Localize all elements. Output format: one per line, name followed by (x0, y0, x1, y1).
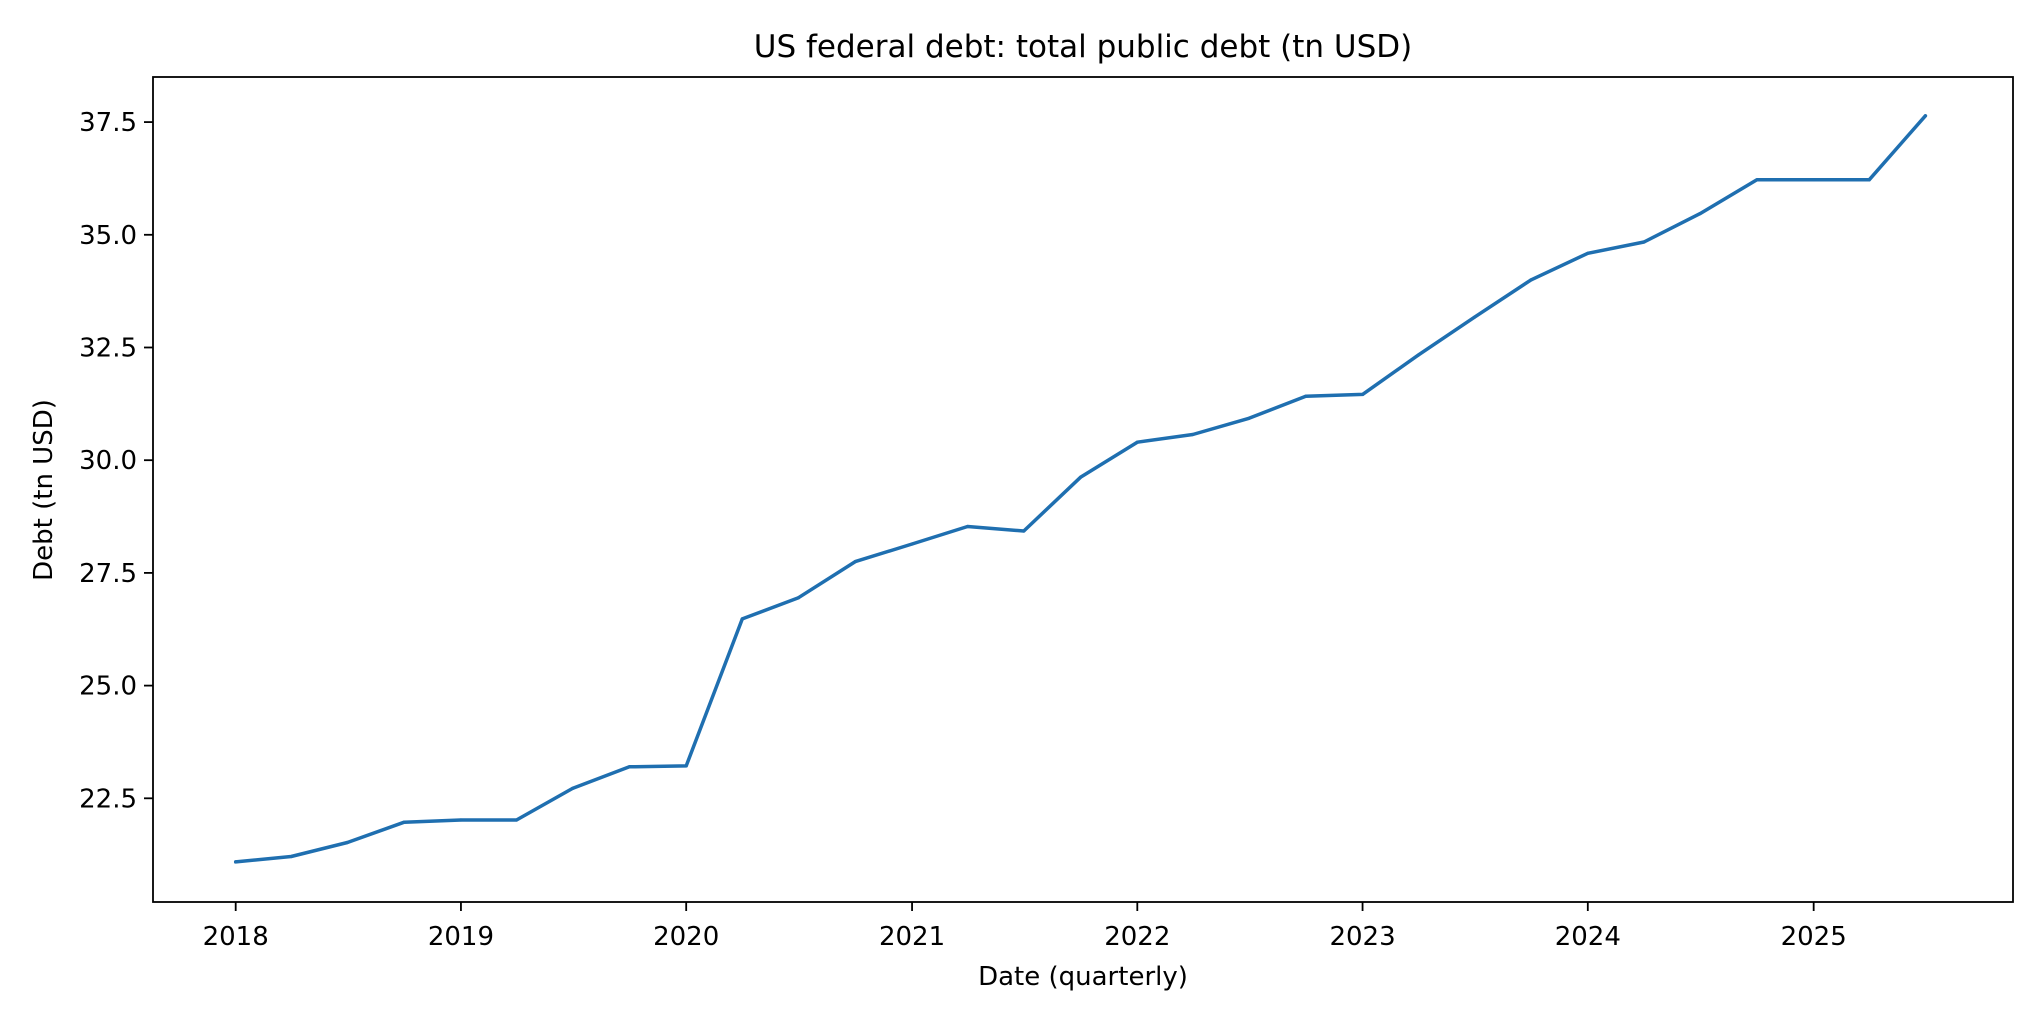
data-point (1191, 432, 1195, 437)
x-tick-label: 2022 (1104, 922, 1170, 952)
y-tick-group: 22.5 25.0 27.5 30.0 32.5 35.0 37.5 (79, 108, 153, 814)
data-point (345, 840, 349, 845)
data-point (853, 560, 857, 564)
data-point (1304, 394, 1308, 398)
data-point (571, 786, 575, 791)
x-tick-label: 2021 (879, 922, 945, 952)
data-point (459, 818, 463, 822)
data-point (1586, 251, 1590, 255)
data-point (1416, 353, 1420, 357)
data-point (1698, 212, 1702, 216)
x-axis-label: Date (quarterly) (978, 962, 1188, 992)
data-point-group (234, 114, 1927, 864)
data-point (1078, 475, 1083, 479)
chart-title: US federal debt: total public debt (tn U… (754, 29, 1412, 65)
data-point (910, 542, 914, 546)
y-tick-label: 37.5 (79, 108, 137, 138)
data-point (514, 818, 519, 822)
data-point (1529, 278, 1533, 282)
y-axis-label: Debt (tn USD) (29, 399, 59, 581)
data-point (1135, 440, 1139, 444)
y-tick-label: 22.5 (79, 784, 137, 814)
x-tick-label: 2018 (203, 922, 269, 952)
x-tick-label: 2019 (428, 922, 494, 952)
data-point (1755, 178, 1759, 182)
data-point (627, 765, 632, 769)
data-point (402, 820, 406, 824)
plot-area-frame (152, 76, 2014, 903)
x-tick-label: 2025 (1781, 922, 1847, 952)
data-point (1022, 529, 1026, 533)
y-tick-label: 30.0 (79, 446, 137, 476)
y-tick-label: 35.0 (79, 221, 137, 251)
data-point (234, 860, 238, 864)
data-point (1812, 178, 1816, 182)
data-point (966, 524, 970, 529)
y-tick-label: 32.5 (79, 333, 137, 363)
data-point (1361, 392, 1365, 396)
y-tick-label: 27.5 (79, 559, 137, 589)
data-point (1642, 240, 1646, 244)
data-point (289, 854, 293, 859)
data-point (684, 764, 688, 768)
data-point (1867, 178, 1871, 182)
x-tick-label: 2020 (653, 922, 719, 952)
y-tick-label: 25.0 (79, 672, 137, 702)
x-tick-group: 2018 2019 2020 2021 2022 2023 2024 2025 (203, 902, 1847, 952)
data-point (740, 617, 744, 621)
data-point (1472, 315, 1476, 319)
x-tick-label: 2024 (1555, 922, 1621, 952)
data-point (1247, 416, 1251, 420)
data-point (796, 596, 801, 600)
data-point (1923, 114, 1927, 118)
x-tick-label: 2023 (1329, 922, 1395, 952)
